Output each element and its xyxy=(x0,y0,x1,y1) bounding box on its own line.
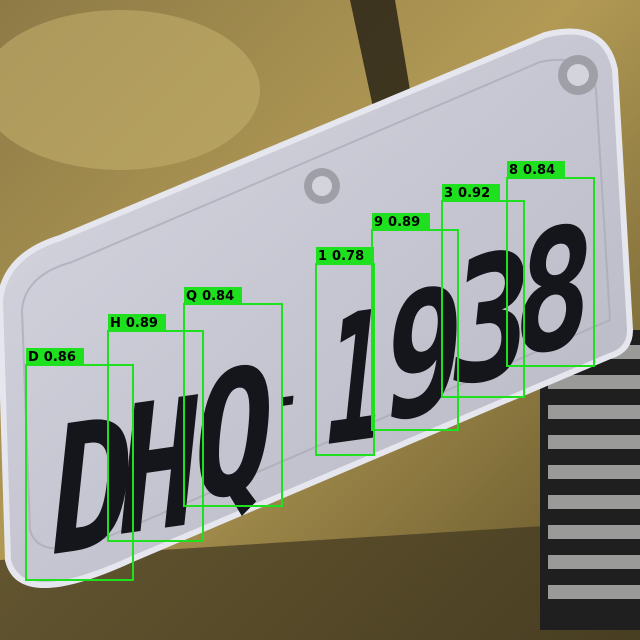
plate-bolt-left xyxy=(304,168,340,204)
detection-label: 9 0.89 xyxy=(374,215,420,230)
detection-9: 9 0.89 xyxy=(371,213,459,431)
detection-label-background xyxy=(184,287,242,304)
detection-d: D 0.86 xyxy=(25,348,134,581)
detection-label: H 0.89 xyxy=(110,316,158,331)
detection-8: 8 0.84 xyxy=(506,161,595,367)
detection-3: 3 0.92 xyxy=(441,184,525,398)
detection-label-background xyxy=(26,348,84,365)
detection-1: 1 0.78 xyxy=(315,247,375,456)
detection-overlay: D 0.86 H 0.89 Q 0.84 1 0.78 9 0.89 3 0.92 8 0.84 xyxy=(25,161,595,581)
detection-label-background xyxy=(442,184,500,201)
detection-label-background xyxy=(507,161,565,178)
detection-label-background xyxy=(316,247,374,264)
detection-label-background xyxy=(372,213,430,230)
detection-q: Q 0.84 xyxy=(183,287,283,507)
car-body-highlight xyxy=(0,10,260,170)
detection-label: D 0.86 xyxy=(28,350,76,365)
detection-label: Q 0.84 xyxy=(186,289,234,304)
detection-label: 1 0.78 xyxy=(318,249,364,264)
detection-h: H 0.89 xyxy=(107,314,204,542)
detection-label: 3 0.92 xyxy=(444,186,490,201)
detection-label-background xyxy=(108,314,166,331)
detection-label: 8 0.84 xyxy=(509,163,555,178)
plate-bolt-right xyxy=(558,55,598,95)
